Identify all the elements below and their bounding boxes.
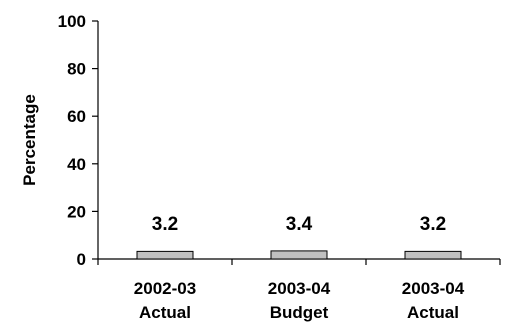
- y-tick-label: 100: [58, 12, 86, 31]
- data-label: 3.4: [286, 214, 313, 235]
- bar: [136, 250, 194, 260]
- y-tick-label: 20: [67, 202, 86, 221]
- data-label: 3.2: [152, 214, 178, 235]
- y-tick-label: 0: [77, 250, 86, 269]
- category-labels: 2002-03 Actual 2003-04 Budget 2003-04 Actual: [134, 279, 465, 322]
- x-axis: [97, 258, 501, 265]
- bar: [404, 250, 462, 260]
- x-tick-label: 2003-04: [402, 279, 465, 298]
- y-tick-label: 40: [67, 155, 86, 174]
- x-tick-label: 2003-04: [268, 279, 331, 298]
- y-tick-label: 80: [67, 60, 86, 79]
- x-tick-label: Budget: [270, 303, 329, 322]
- x-tick-label: Actual: [139, 303, 191, 322]
- y-axis: 0 20 40 60 80 100: [58, 12, 99, 269]
- data-labels: 3.2 3.4 3.2: [152, 214, 446, 235]
- bars: [136, 250, 462, 260]
- y-axis-title: Percentage: [20, 94, 39, 186]
- x-tick-label: 2002-03: [134, 279, 196, 298]
- data-label: 3.2: [420, 214, 446, 235]
- x-tick-label: Actual: [407, 303, 459, 322]
- bar: [270, 250, 328, 260]
- y-tick-label: 60: [67, 107, 86, 126]
